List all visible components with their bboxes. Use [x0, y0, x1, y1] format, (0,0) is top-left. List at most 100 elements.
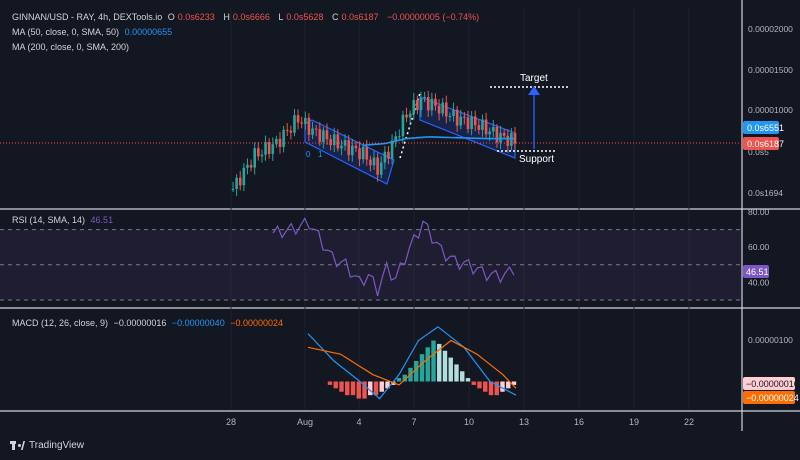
- ma50-value: 0.00000655: [124, 27, 173, 37]
- macd-line: [307, 326, 517, 400]
- candle-body: [452, 109, 455, 116]
- candle-body: [448, 115, 452, 117]
- signal-line: [307, 339, 517, 389]
- candle-body: [379, 162, 383, 175]
- time-tick-label: 10: [464, 417, 474, 427]
- candle-body: [347, 140, 350, 156]
- macd-histogram-bar: [488, 381, 494, 396]
- candle-body: [484, 119, 488, 135]
- candle-body: [285, 129, 289, 131]
- macd-histogram-bar: [333, 381, 338, 389]
- ma50-legend: MA (50, close, 0, SMA, 50) 0.00000655: [12, 27, 175, 37]
- candle-body: [264, 142, 267, 155]
- macd-hist-tag: −0.00000016: [746, 379, 799, 389]
- target-label: Target: [520, 73, 548, 84]
- macd-histogram-bar: [379, 381, 384, 392]
- macd-histogram-bar: [460, 371, 465, 382]
- candle-body: [369, 159, 372, 166]
- macd-hist-tag-bg: [743, 377, 795, 390]
- ma50-line: [363, 136, 515, 147]
- candle-body: [405, 114, 408, 118]
- candle-body: [289, 130, 293, 133]
- candle-body: [235, 177, 238, 189]
- candle-body: [390, 140, 394, 159]
- price-tick-label: 0.0s5: [748, 147, 769, 157]
- candle-body: [492, 127, 495, 132]
- macd-value-2: −0.00000040: [171, 318, 225, 328]
- candle-body: [430, 98, 434, 111]
- macd-histogram-bar: [396, 378, 402, 382]
- macd-histogram-bar: [431, 340, 436, 382]
- close-label: C 0.0s6187: [331, 12, 379, 22]
- rsi-tag: 46.51: [746, 267, 769, 277]
- macd-histogram-bar: [419, 354, 425, 382]
- macd-histogram-bar: [483, 381, 488, 392]
- macd-histogram-bar: [437, 343, 442, 382]
- high-label: H 0.0s6666: [223, 12, 270, 22]
- candle-body: [260, 154, 264, 157]
- candle-body: [495, 127, 499, 143]
- macd-signal-tag-bg: [743, 391, 795, 404]
- channel-label-1: 1: [318, 150, 323, 159]
- time-tick-label: 4: [356, 417, 361, 427]
- candle-body: [426, 96, 430, 111]
- candle-body: [473, 116, 477, 126]
- macd-histogram-bar: [471, 381, 476, 385]
- candle-body: [394, 136, 397, 141]
- support-label: Support: [519, 154, 554, 165]
- candle-body: [307, 117, 311, 135]
- candle-body: [459, 116, 463, 126]
- candle-body: [304, 117, 307, 124]
- candle-body: [238, 177, 242, 186]
- macd-histogram-bar: [477, 381, 482, 389]
- candle-body: [275, 138, 278, 145]
- candle-body: [488, 131, 491, 135]
- macd-histogram-bar: [373, 381, 379, 396]
- rsi-tick-label: 60.00: [748, 242, 770, 252]
- tradingview-brand[interactable]: TradingView: [10, 440, 84, 451]
- time-tick-label: 28: [226, 417, 236, 427]
- channel-label-0: 0: [306, 150, 311, 159]
- close-price-tag: 0.0s6187: [747, 139, 784, 149]
- open-label: O 0.0s6233: [167, 12, 215, 22]
- tradingview-logo-icon: [10, 441, 25, 450]
- rsi-line: [272, 217, 515, 297]
- candle-body: [398, 136, 401, 138]
- ma50-price-tag-bg: [743, 121, 779, 134]
- candle-body: [434, 98, 437, 106]
- time-tick-label: 13: [519, 417, 529, 427]
- candle-body: [387, 151, 390, 159]
- candle-body: [361, 146, 365, 160]
- candle-body: [282, 129, 285, 147]
- candle-body: [437, 105, 441, 114]
- macd-histogram-bar: [442, 350, 448, 382]
- candle-body: [383, 151, 387, 163]
- ma200-legend: MA (200, close, 0, SMA, 200): [12, 42, 132, 52]
- ma50-price-tag: 0.0s6551: [747, 123, 784, 133]
- macd-histogram-bar: [500, 381, 505, 392]
- macd-histogram-bar: [506, 381, 511, 389]
- macd-histogram-bar: [402, 374, 407, 382]
- candle-body: [340, 145, 343, 149]
- time-tick-label: 7: [411, 417, 416, 427]
- candle-body: [372, 157, 376, 166]
- candle-body: [332, 134, 336, 146]
- price-tick-label: 0.00002000: [748, 24, 793, 34]
- macd-histogram-bar: [425, 347, 430, 382]
- candle-body: [477, 125, 481, 130]
- candle-body: [311, 128, 314, 135]
- candle-body: [365, 146, 369, 160]
- candle-body: [296, 115, 300, 123]
- macd-histogram-bar: [350, 381, 356, 396]
- macd-label: MACD (12, 26, close, 9): [12, 318, 109, 328]
- target-arrow-head: [528, 86, 540, 95]
- macd-signal-tag: −0.00000024: [746, 393, 799, 403]
- macd-histogram-bar: [511, 381, 517, 385]
- macd-value-1: −0.00000016: [113, 318, 167, 328]
- macd-histogram-bar: [356, 381, 361, 399]
- candle-body: [242, 167, 246, 186]
- symbol-label: GINNAN/USD - RAY, 4h, DEXTools.io: [12, 12, 163, 22]
- macd-histogram-bar: [448, 357, 453, 382]
- price-tick-label: 0.0s1694: [748, 188, 783, 198]
